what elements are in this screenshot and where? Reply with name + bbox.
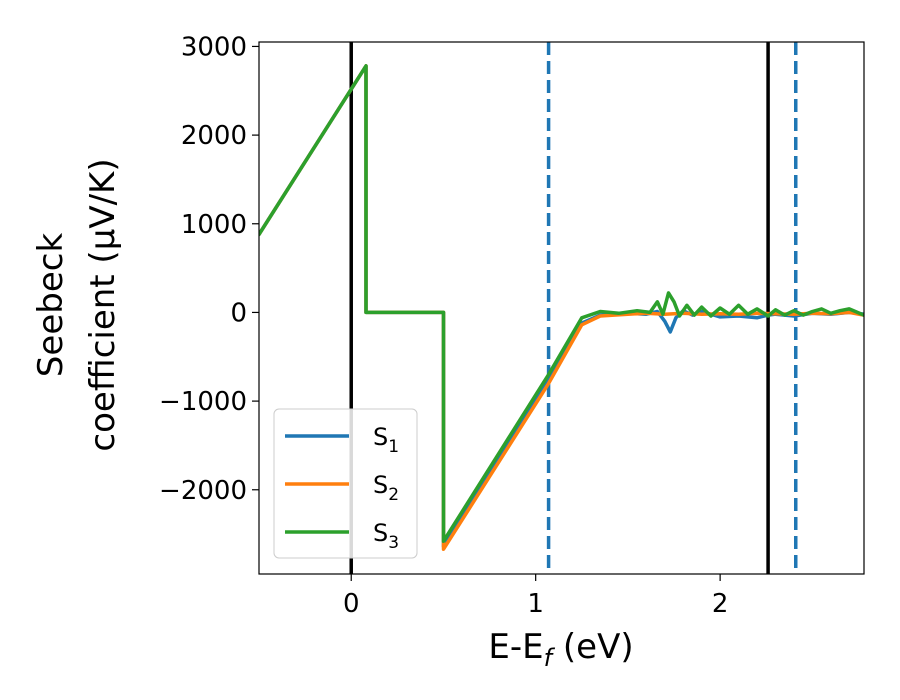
legend-label-s2: S2 [373,471,399,505]
x-axis-title-unit: (eV) [552,627,634,667]
x-tick-label: 1 [527,589,544,619]
legend-items: S1 S2 S3 [285,423,399,553]
x-tick-label: 2 [712,589,729,619]
plot-frame [258,41,865,575]
y-axis-title-line2: coefficient (μV/K) [83,158,123,451]
y-axis-title-line1: Seebeck [31,233,71,378]
y-tick-label: 2000 [181,121,247,151]
x-axis-ticks: 0 1 2 [343,574,728,619]
y-axis-ticks: −2000 −1000 0 1000 2000 3000 [159,32,259,506]
y-tick-label: 1000 [181,210,247,240]
legend: S1 S2 S3 [273,408,418,559]
x-tick-label: 0 [343,589,360,619]
series-line-s3 [259,64,864,543]
x-axis-title: E-Ef (eV) [488,627,633,672]
y-tick-label: −1000 [159,387,247,417]
y-tick-label: −2000 [159,476,247,506]
y-tick-label: 0 [230,298,247,328]
legend-label-s3: S3 [373,519,399,553]
y-axis-title: Seebeck coefficient (μV/K) [31,158,123,451]
x-axis-title-main: E-E [488,627,543,667]
legend-label-s1: S1 [373,423,399,457]
y-tick-label: 3000 [181,32,247,62]
series-lines [259,64,864,551]
